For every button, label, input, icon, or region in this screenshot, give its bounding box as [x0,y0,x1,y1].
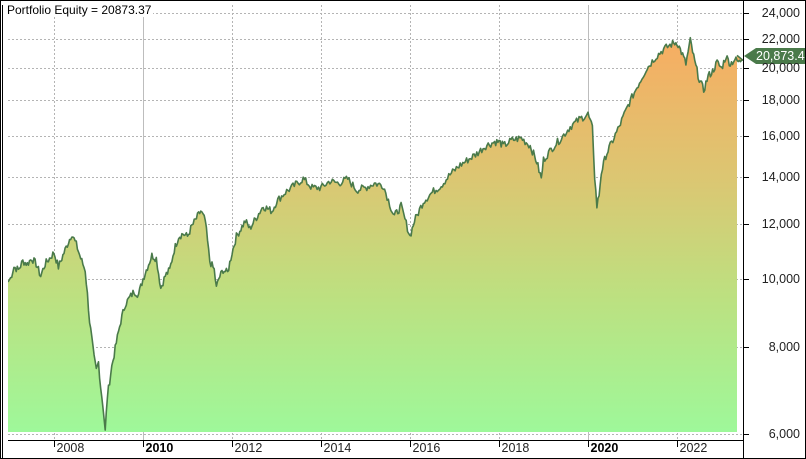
y-tick-label: 10,000 [761,271,800,286]
y-tick-label: 12,000 [761,216,800,231]
y-tick-label: 18,000 [761,92,800,107]
x-tick-label: 2022 [679,441,708,455]
x-tick-label: 2020 [590,441,619,455]
equity-line [8,36,744,431]
equity-area [8,37,743,432]
y-tick-label: 22,000 [761,31,800,46]
last-value-label: 20,873.4 [756,49,805,63]
x-tick-label: 2008 [56,441,85,455]
y-tick-label: 24,000 [761,5,800,20]
y-axis-ticks [743,13,749,435]
chart-title: Portfolio Equity = 20873.37 [7,3,154,17]
y-tick-label: 8,000 [768,339,800,354]
y-tick-label: 6,000 [768,426,800,441]
y-tick-label: 20,000 [761,60,800,75]
x-tick-label: 2010 [145,441,174,455]
y-tick-label: 14,000 [761,169,800,184]
x-tick-label: 2014 [323,441,352,455]
x-axis-ticks [54,440,678,447]
x-tick-label: 2018 [501,441,530,455]
x-tick-label: 2016 [412,441,441,455]
x-tick-label: 2012 [234,441,263,455]
y-tick-label: 16,000 [761,128,800,143]
last-value-badge [744,48,805,64]
